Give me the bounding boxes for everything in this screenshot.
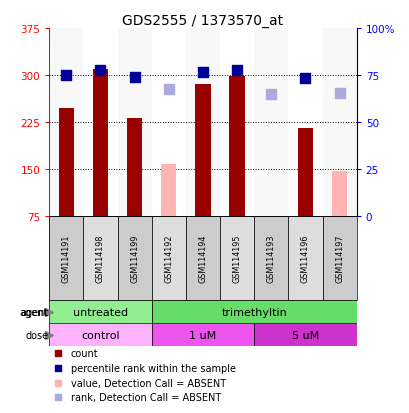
Point bbox=[335, 90, 342, 97]
Bar bbox=[117, 217, 151, 300]
Bar bbox=[288, 29, 322, 217]
Text: untreated: untreated bbox=[73, 307, 128, 317]
Point bbox=[199, 70, 206, 76]
Bar bbox=[185, 217, 220, 300]
Text: rank, Detection Call = ABSENT: rank, Detection Call = ABSENT bbox=[71, 392, 220, 402]
Text: GSM114192: GSM114192 bbox=[164, 235, 173, 283]
Point bbox=[165, 87, 172, 93]
Bar bbox=[322, 217, 356, 300]
Point bbox=[55, 380, 61, 386]
Point bbox=[97, 68, 103, 74]
Bar bbox=[127, 119, 142, 217]
Point bbox=[55, 350, 61, 357]
Text: agent: agent bbox=[20, 307, 48, 317]
Point bbox=[233, 67, 240, 74]
Text: GSM114198: GSM114198 bbox=[96, 235, 105, 283]
Point bbox=[267, 91, 274, 98]
Bar bbox=[83, 217, 117, 300]
Text: dose: dose bbox=[25, 330, 48, 340]
Text: trimethyltin: trimethyltin bbox=[221, 307, 286, 317]
Text: GSM114191: GSM114191 bbox=[62, 235, 71, 283]
Text: GSM114193: GSM114193 bbox=[266, 235, 275, 283]
Text: GSM114199: GSM114199 bbox=[130, 235, 139, 283]
Text: agent: agent bbox=[19, 307, 47, 317]
Bar bbox=[195, 85, 210, 217]
Bar bbox=[49, 323, 151, 346]
Bar bbox=[254, 29, 288, 217]
Bar bbox=[331, 171, 346, 217]
Text: GSM114194: GSM114194 bbox=[198, 235, 207, 283]
Text: count: count bbox=[71, 349, 98, 358]
Title: GDS2555 / 1373570_at: GDS2555 / 1373570_at bbox=[122, 14, 283, 28]
Bar bbox=[229, 77, 244, 217]
Bar bbox=[220, 217, 254, 300]
Point bbox=[63, 72, 70, 79]
Bar bbox=[58, 109, 74, 217]
Bar bbox=[322, 29, 356, 217]
Bar bbox=[49, 300, 151, 323]
Point bbox=[301, 76, 308, 83]
Text: 5 uM: 5 uM bbox=[291, 330, 318, 340]
Bar bbox=[288, 217, 322, 300]
Bar bbox=[185, 29, 220, 217]
Text: percentile rank within the sample: percentile rank within the sample bbox=[71, 363, 235, 373]
Bar bbox=[297, 129, 312, 217]
Bar bbox=[151, 29, 185, 217]
Bar bbox=[117, 29, 151, 217]
Text: GSM114197: GSM114197 bbox=[334, 235, 343, 283]
Bar bbox=[161, 165, 176, 217]
Bar bbox=[83, 29, 117, 217]
Bar bbox=[151, 217, 185, 300]
Text: value, Detection Call = ABSENT: value, Detection Call = ABSENT bbox=[71, 378, 225, 388]
Text: GSM114196: GSM114196 bbox=[300, 235, 309, 283]
Text: control: control bbox=[81, 330, 119, 340]
Bar bbox=[49, 217, 83, 300]
Bar bbox=[151, 323, 254, 346]
Bar bbox=[254, 217, 288, 300]
Point bbox=[55, 394, 61, 401]
Bar bbox=[92, 70, 108, 217]
Point bbox=[55, 365, 61, 372]
Bar bbox=[254, 323, 356, 346]
Bar bbox=[220, 29, 254, 217]
Bar bbox=[49, 29, 83, 217]
Text: 1 uM: 1 uM bbox=[189, 330, 216, 340]
Point bbox=[131, 75, 137, 81]
Text: GSM114195: GSM114195 bbox=[232, 235, 241, 283]
Bar bbox=[151, 300, 356, 323]
